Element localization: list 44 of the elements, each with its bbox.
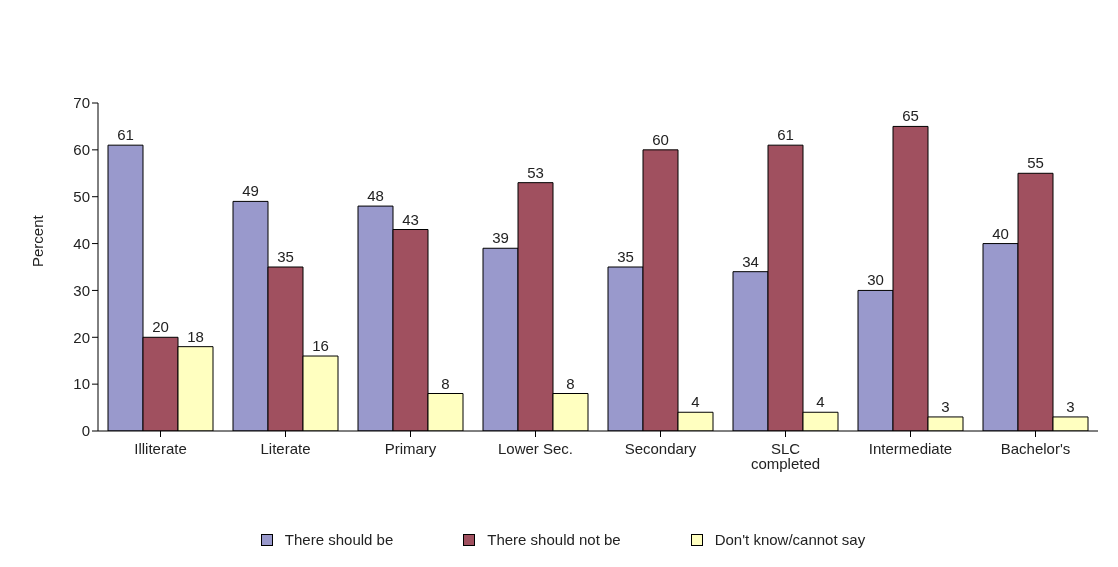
legend-label: There should be: [284, 531, 394, 548]
x-tick-label: Primary: [384, 439, 437, 457]
y-tick-label: 50: [73, 188, 90, 206]
y-tick-label: 40: [73, 234, 90, 252]
data-label: 61: [777, 126, 794, 144]
x-tick-label: Lower Sec.: [497, 439, 574, 457]
data-label: 53: [527, 163, 544, 181]
data-label: 39: [492, 229, 509, 247]
data-label: 43: [402, 210, 419, 228]
data-label: 30: [867, 271, 884, 289]
y-tick-label: 30: [73, 281, 90, 299]
data-label: 34: [742, 252, 759, 270]
data-label: 3: [1066, 397, 1075, 415]
data-label: 8: [441, 374, 450, 392]
data-label: 48: [367, 187, 384, 205]
data-label: 8: [566, 374, 575, 392]
x-tick-label: SLC completed: [750, 439, 821, 472]
x-tick-label: Secondary: [624, 439, 697, 457]
data-label: 4: [691, 393, 700, 411]
data-label: 4: [816, 393, 825, 411]
x-tick-label: Literate: [260, 439, 311, 457]
data-label: 18: [187, 327, 204, 345]
data-label: 61: [117, 126, 134, 144]
data-label: 65: [902, 107, 919, 125]
y-tick-label: 60: [73, 141, 90, 159]
x-tick-label: Bachelor's: [1000, 439, 1071, 457]
data-label: 20: [152, 318, 169, 336]
data-label: 35: [277, 248, 294, 265]
data-label: 55: [1027, 154, 1044, 172]
y-tick-label: 70: [73, 94, 90, 112]
data-label: 16: [312, 337, 329, 355]
legend-label: Don't know/cannot say: [714, 531, 866, 548]
data-label: 35: [617, 248, 634, 265]
data-label: 60: [652, 130, 669, 148]
y-tick-label: 10: [73, 375, 90, 393]
y-tick-label: 0: [81, 422, 90, 440]
y-tick-label: 20: [73, 328, 90, 346]
data-label: 40: [992, 224, 1009, 242]
data-label: 49: [242, 182, 259, 200]
x-tick-label: Intermediate: [868, 439, 953, 457]
data-label: 3: [941, 397, 950, 415]
legend-label: There should not be: [487, 531, 621, 548]
y-axis-title: Percent: [29, 214, 47, 267]
x-tick-label: Illiterate: [134, 439, 187, 457]
